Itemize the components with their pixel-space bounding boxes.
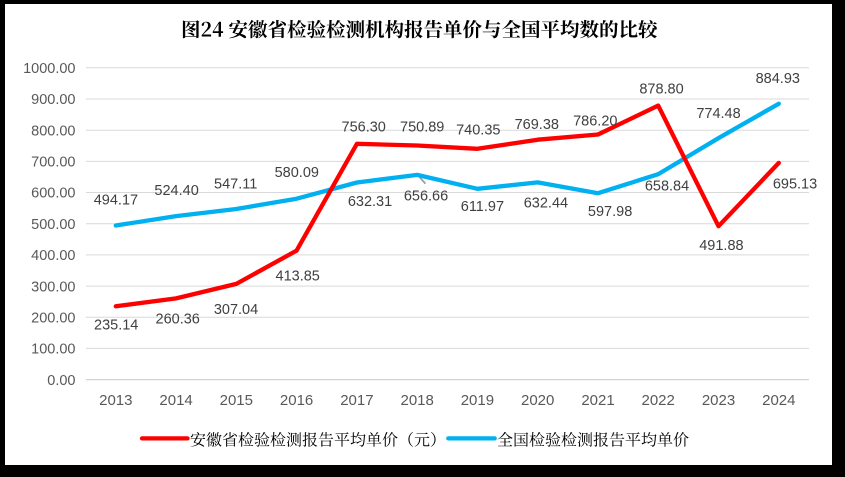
svg-text:547.11: 547.11 <box>214 176 257 192</box>
svg-text:658.84: 658.84 <box>645 178 689 194</box>
svg-text:2022: 2022 <box>642 392 675 409</box>
svg-text:632.31: 632.31 <box>348 194 392 210</box>
svg-text:611.97: 611.97 <box>461 199 504 215</box>
svg-text:878.80: 878.80 <box>639 82 683 98</box>
svg-text:884.93: 884.93 <box>756 71 800 87</box>
svg-text:235.14: 235.14 <box>94 318 138 334</box>
svg-text:2020: 2020 <box>521 392 554 409</box>
svg-text:2016: 2016 <box>280 392 313 409</box>
svg-text:656.66: 656.66 <box>404 189 448 205</box>
svg-text:632.44: 632.44 <box>524 196 568 212</box>
svg-text:769.38: 769.38 <box>515 117 559 133</box>
svg-text:2018: 2018 <box>401 392 434 409</box>
svg-text:300.00: 300.00 <box>31 279 75 295</box>
svg-text:695.13: 695.13 <box>773 177 817 193</box>
svg-text:0.00: 0.00 <box>47 373 75 389</box>
svg-text:494.17: 494.17 <box>94 193 138 209</box>
svg-text:2015: 2015 <box>220 392 253 409</box>
svg-text:2019: 2019 <box>461 392 494 409</box>
svg-text:786.20: 786.20 <box>573 113 617 129</box>
svg-text:524.40: 524.40 <box>154 183 198 199</box>
svg-text:307.04: 307.04 <box>214 302 258 318</box>
svg-text:2013: 2013 <box>99 392 132 409</box>
svg-text:900.00: 900.00 <box>31 92 75 108</box>
svg-text:491.88: 491.88 <box>699 238 743 254</box>
svg-text:2021: 2021 <box>581 392 614 409</box>
svg-text:2024: 2024 <box>762 392 795 409</box>
svg-text:774.48: 774.48 <box>696 106 740 122</box>
svg-text:580.09: 580.09 <box>275 165 319 181</box>
svg-text:200.00: 200.00 <box>31 310 75 326</box>
svg-text:600.00: 600.00 <box>31 186 75 202</box>
svg-text:800.00: 800.00 <box>31 123 75 139</box>
svg-text:2017: 2017 <box>340 392 373 409</box>
svg-text:413.85: 413.85 <box>276 268 320 284</box>
svg-text:2014: 2014 <box>159 392 192 409</box>
svg-text:750.89: 750.89 <box>400 120 444 136</box>
svg-text:700.00: 700.00 <box>31 155 75 171</box>
svg-text:260.36: 260.36 <box>156 312 200 328</box>
svg-text:500.00: 500.00 <box>31 217 75 233</box>
svg-text:597.98: 597.98 <box>588 204 632 220</box>
svg-text:740.35: 740.35 <box>456 122 500 138</box>
svg-text:1000.00: 1000.00 <box>23 61 75 77</box>
svg-text:100.00: 100.00 <box>31 342 75 358</box>
svg-text:2023: 2023 <box>702 392 735 409</box>
svg-text:756.30: 756.30 <box>342 120 386 136</box>
svg-text:400.00: 400.00 <box>31 248 75 264</box>
